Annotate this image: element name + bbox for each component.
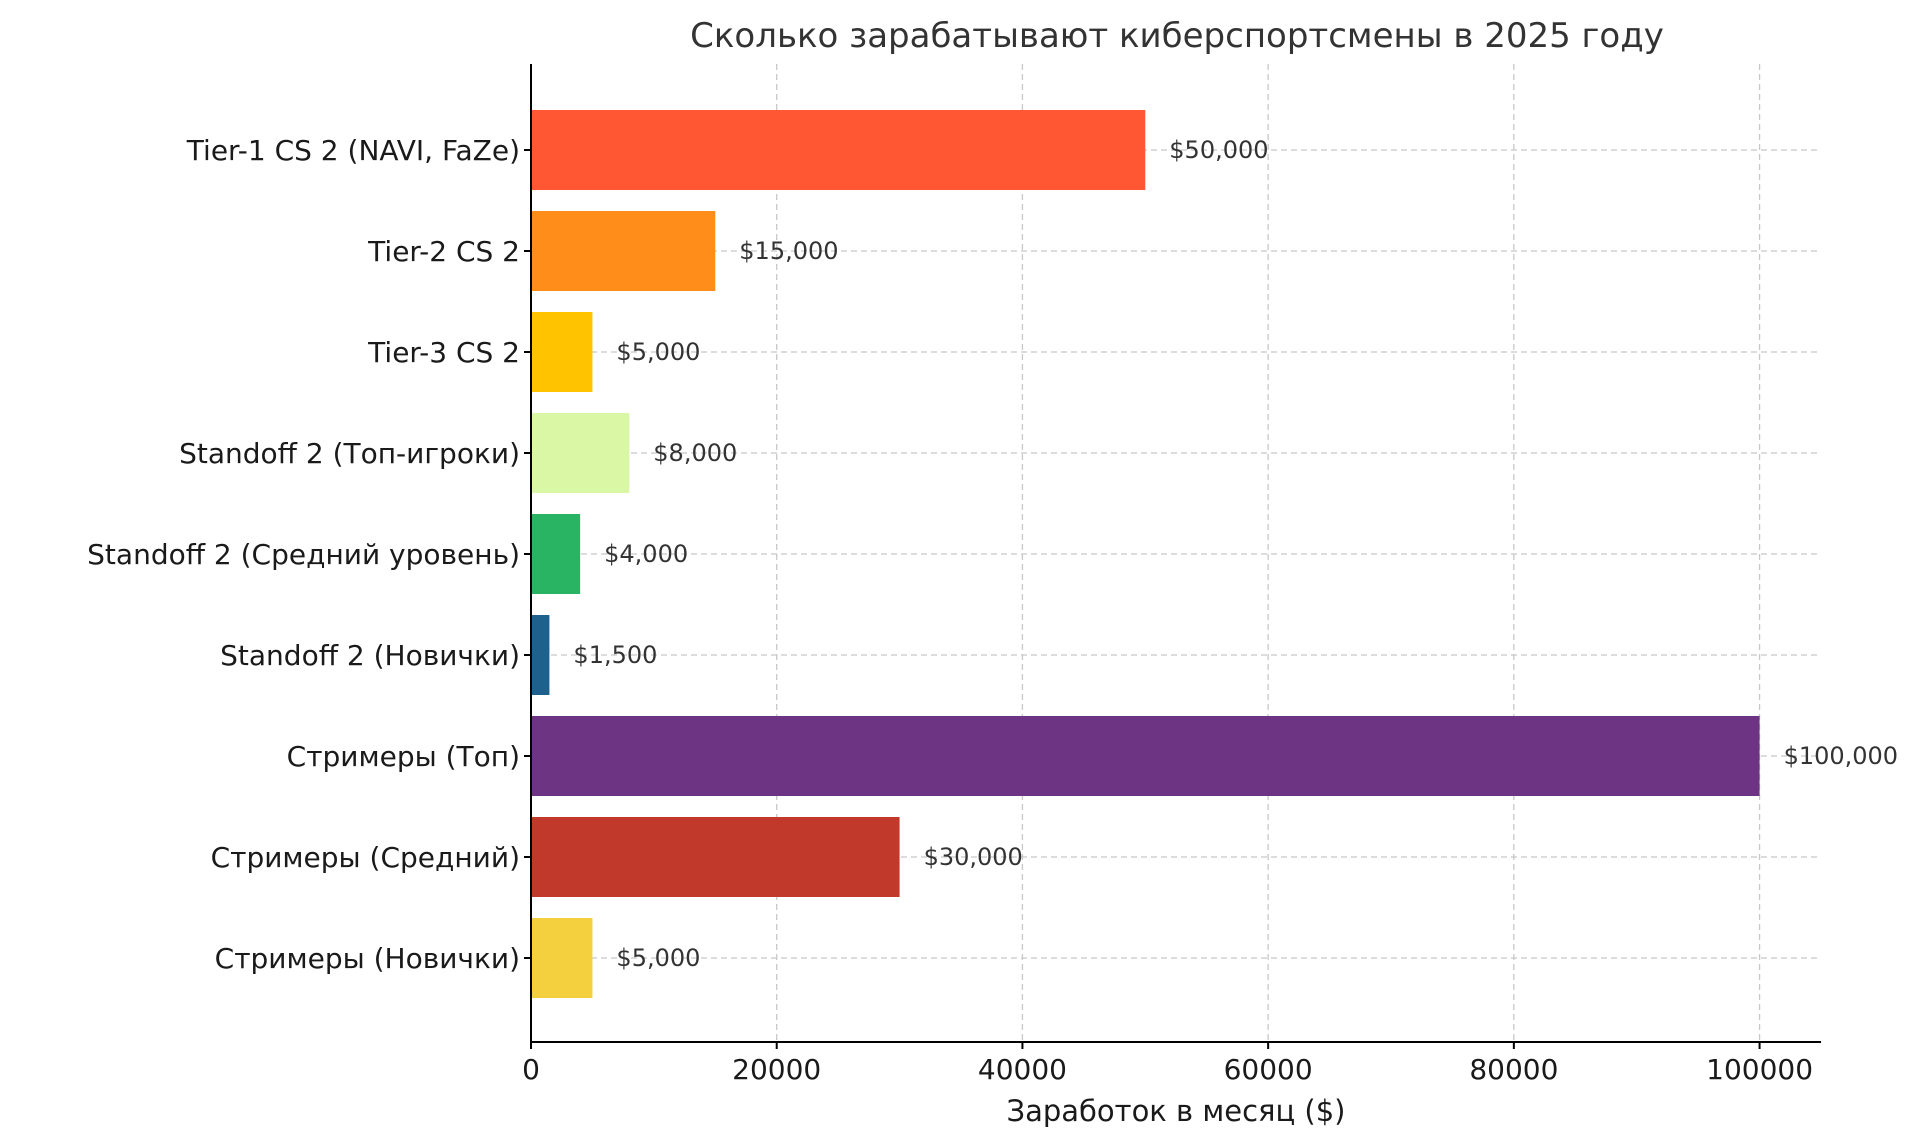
value-label: $1,500 <box>573 641 657 669</box>
category-label: Стримеры (Новички) <box>215 942 520 975</box>
value-label: $8,000 <box>653 439 737 467</box>
tick-labels: 0 20000 40000 60000 80000 100000 Tier-1 CS 2 (… <box>87 134 1898 1086</box>
value-label: $5,000 <box>616 944 700 972</box>
x-tick-label: 60000 <box>1224 1053 1313 1086</box>
category-label: Tier-1 CS 2 (NAVI, FaZe) <box>186 134 520 167</box>
bar <box>531 716 1760 796</box>
value-label: $5,000 <box>616 338 700 366</box>
x-axis-label: Заработок в месяц ($) <box>1007 1094 1346 1128</box>
category-label: Стримеры (Топ) <box>287 740 520 773</box>
x-tick-label: 100000 <box>1706 1053 1813 1086</box>
bars <box>531 110 1760 998</box>
x-tick-label: 20000 <box>732 1053 821 1086</box>
x-tick-label: 0 <box>522 1053 540 1086</box>
category-label: Standoff 2 (Новички) <box>220 639 520 672</box>
bar <box>531 918 593 998</box>
bar <box>531 514 581 594</box>
bar <box>531 615 550 695</box>
category-label: Standoff 2 (Средний уровень) <box>87 538 520 571</box>
value-label: $100,000 <box>1784 742 1899 770</box>
bar <box>531 817 900 897</box>
category-label: Tier-3 CS 2 <box>367 336 520 369</box>
value-label: $4,000 <box>604 540 688 568</box>
bar <box>531 312 593 392</box>
category-label: Tier-2 CS 2 <box>367 235 520 268</box>
x-tick-label: 80000 <box>1469 1053 1558 1086</box>
chart-title: Сколько зарабатывают киберспортсмены в 2… <box>690 16 1664 56</box>
bar <box>531 413 630 493</box>
bar <box>531 110 1146 190</box>
category-label: Standoff 2 (Топ-игроки) <box>179 437 520 470</box>
value-label: $30,000 <box>924 843 1023 871</box>
category-label: Стримеры (Средний) <box>211 841 520 874</box>
value-label: $50,000 <box>1169 136 1268 164</box>
x-tick-label: 40000 <box>978 1053 1067 1086</box>
value-label: $15,000 <box>739 237 838 265</box>
bar <box>531 211 716 291</box>
